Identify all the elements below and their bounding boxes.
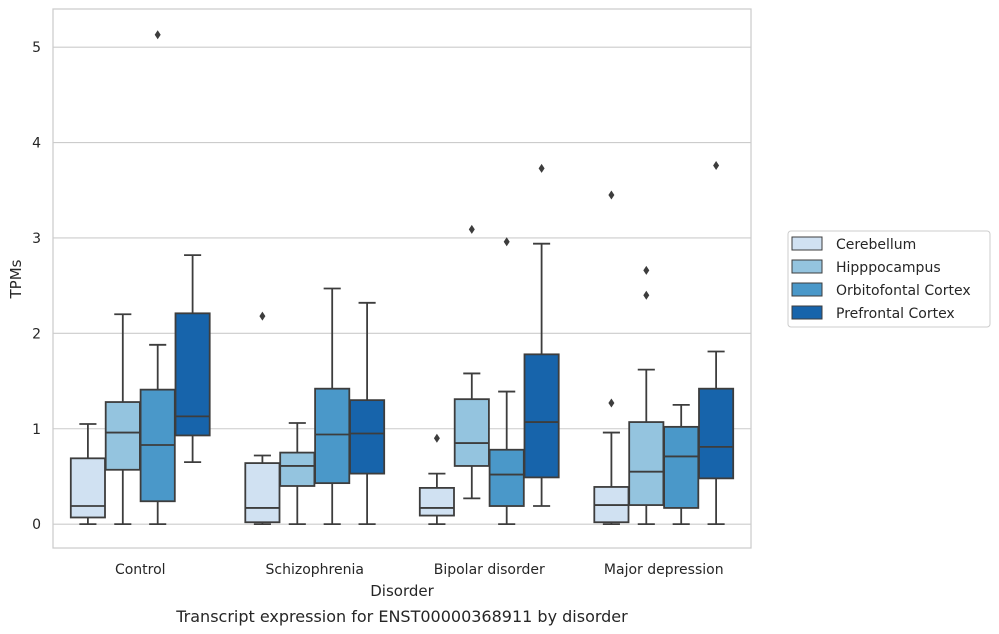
- y-tick-label: 1: [32, 422, 41, 438]
- legend-swatch: [791, 282, 823, 297]
- box-body: [628, 421, 665, 506]
- outlier-point: [538, 163, 545, 173]
- box-body: [279, 451, 316, 487]
- legend-swatch: [791, 236, 823, 251]
- box-orbitofontal-cortex: [663, 404, 700, 526]
- x-tick-label: Control: [115, 562, 166, 578]
- y-tick-label: 0: [32, 517, 41, 533]
- box-prefrontal-cortex: [349, 301, 386, 526]
- x-tick-label: Schizophrenia: [266, 562, 364, 578]
- outlier-point: [643, 265, 650, 275]
- y-tick-labels: 0 1 2 3 4 5: [32, 40, 41, 533]
- box-body: [174, 312, 211, 437]
- outlier-point: [433, 433, 440, 443]
- box-hipppocampus: [104, 313, 141, 526]
- box-body: [69, 457, 106, 519]
- boxes: [69, 30, 735, 526]
- chart-caption: Transcript expression for ENST0000036891…: [175, 607, 628, 626]
- box-body: [488, 448, 525, 507]
- box-cerebellum: [244, 311, 281, 526]
- legend-label: Orbitofontal Cortex: [836, 283, 971, 299]
- box-hipppocampus: [279, 422, 316, 526]
- outlier-point: [713, 160, 720, 170]
- box-body: [314, 387, 351, 485]
- box-cerebellum: [418, 433, 455, 526]
- x-axis-label: Disorder: [370, 582, 434, 600]
- box-prefrontal-cortex: [174, 254, 211, 464]
- outlier-point: [608, 190, 615, 200]
- y-tick-label: 3: [32, 231, 41, 247]
- outlier-point: [468, 224, 475, 234]
- box-body: [349, 399, 386, 475]
- legend-label: Cerebellum: [836, 237, 916, 253]
- box-body: [418, 486, 455, 517]
- box-body: [698, 387, 735, 480]
- outlier-point: [259, 311, 266, 321]
- box-body: [104, 401, 141, 471]
- legend-label: Hipppocampus: [836, 260, 941, 276]
- legend-label: Prefrontal Cortex: [836, 306, 955, 322]
- y-tick-label: 2: [32, 326, 41, 342]
- outlier-point: [154, 30, 161, 40]
- box-body: [453, 398, 490, 467]
- box-body: [244, 462, 281, 524]
- box-hipppocampus: [628, 265, 665, 526]
- y-tick-label: 4: [32, 136, 41, 152]
- box-body: [663, 425, 700, 509]
- box-orbitofontal-cortex: [314, 287, 351, 526]
- box-cerebellum: [593, 190, 630, 526]
- outlier-point: [608, 398, 615, 408]
- box-prefrontal-cortex: [698, 160, 735, 526]
- x-tick-label: Bipolar disorder: [434, 562, 545, 578]
- box-orbitofontal-cortex: [139, 30, 176, 526]
- outlier-point: [643, 290, 650, 300]
- legend-frame: [787, 230, 991, 328]
- legend: Cerebellum Hipppocampus Orbitofontal Corte…: [787, 230, 991, 328]
- y-tick-label: 5: [32, 40, 41, 56]
- box-hipppocampus: [453, 224, 490, 500]
- legend-swatch: [791, 305, 823, 320]
- legend-swatch: [791, 259, 823, 274]
- box-cerebellum: [69, 423, 106, 526]
- y-axis-label: TPMs: [7, 259, 25, 299]
- box-prefrontal-cortex: [523, 163, 560, 507]
- box-body: [523, 353, 560, 479]
- outlier-point: [503, 237, 510, 247]
- x-tick-label: Major depression: [604, 562, 724, 578]
- x-tick-labels: Control Schizophrenia Bipolar disorder Majo…: [115, 562, 724, 578]
- plot-border: [52, 8, 752, 549]
